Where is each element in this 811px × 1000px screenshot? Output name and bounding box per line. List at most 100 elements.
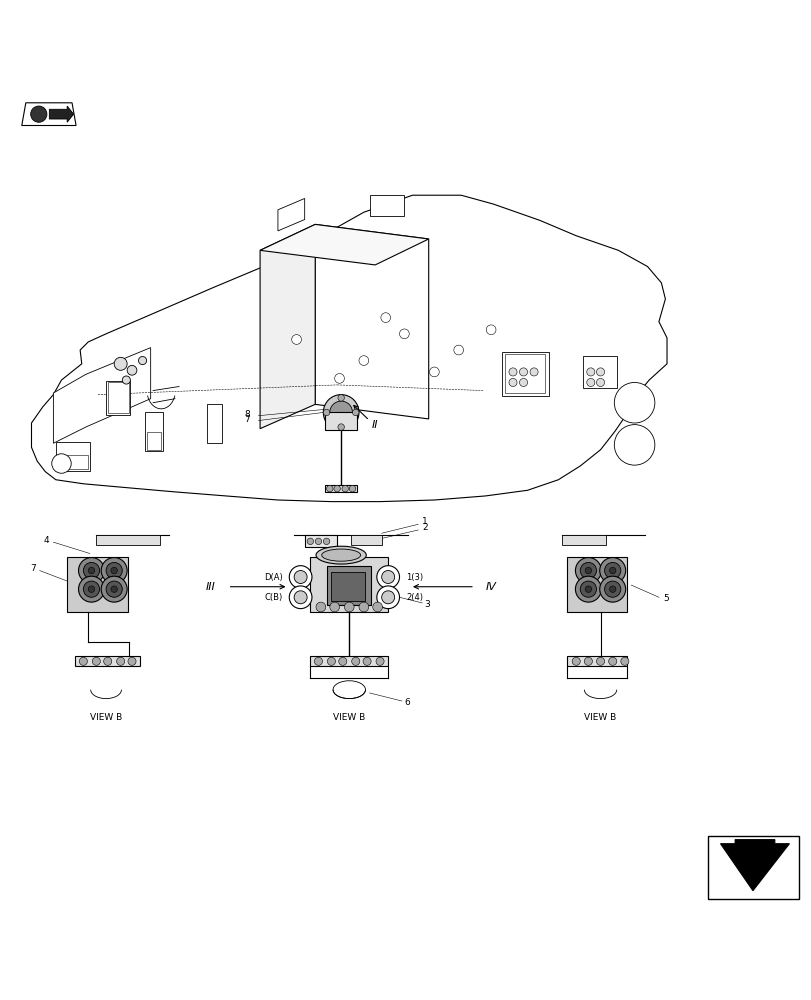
Text: IV: IV: [485, 582, 496, 592]
Circle shape: [294, 591, 307, 604]
Circle shape: [609, 567, 616, 574]
Circle shape: [122, 376, 131, 384]
Circle shape: [351, 657, 359, 665]
Bar: [108, 382, 129, 413]
Circle shape: [381, 571, 394, 583]
Circle shape: [453, 345, 463, 355]
Circle shape: [52, 454, 71, 473]
Circle shape: [519, 378, 527, 387]
Circle shape: [519, 368, 527, 376]
Text: 7: 7: [244, 415, 250, 424]
Circle shape: [117, 657, 125, 665]
Bar: [106, 381, 131, 415]
Circle shape: [608, 657, 616, 665]
Circle shape: [111, 567, 118, 574]
Text: III: III: [205, 582, 215, 592]
Circle shape: [614, 382, 654, 423]
Circle shape: [289, 566, 311, 588]
Circle shape: [575, 576, 601, 602]
Circle shape: [111, 586, 118, 592]
Circle shape: [114, 357, 127, 370]
Circle shape: [585, 567, 591, 574]
Text: 2(4): 2(4): [406, 593, 423, 602]
Bar: [331, 572, 365, 601]
Circle shape: [614, 425, 654, 465]
Circle shape: [344, 602, 354, 612]
Circle shape: [329, 602, 339, 612]
Bar: [97, 535, 160, 545]
Bar: [324, 485, 357, 492]
Circle shape: [599, 576, 625, 602]
Circle shape: [620, 657, 629, 665]
Circle shape: [307, 538, 313, 545]
Circle shape: [586, 368, 594, 376]
Bar: [566, 656, 627, 666]
Circle shape: [323, 395, 358, 430]
Polygon shape: [32, 195, 666, 502]
Circle shape: [338, 657, 346, 665]
Bar: [501, 352, 548, 396]
Circle shape: [375, 657, 384, 665]
Circle shape: [530, 368, 538, 376]
Circle shape: [580, 581, 596, 597]
Circle shape: [584, 657, 592, 665]
Circle shape: [604, 581, 620, 597]
Circle shape: [586, 378, 594, 387]
Circle shape: [84, 562, 100, 579]
Bar: [561, 535, 606, 545]
Circle shape: [294, 571, 307, 583]
Circle shape: [596, 368, 604, 376]
Circle shape: [104, 657, 112, 665]
Circle shape: [341, 485, 348, 492]
Ellipse shape: [321, 549, 360, 561]
Circle shape: [508, 368, 517, 376]
Circle shape: [337, 395, 344, 401]
Circle shape: [486, 325, 496, 335]
Bar: [56, 442, 90, 471]
Polygon shape: [54, 348, 151, 443]
Circle shape: [585, 586, 591, 592]
Circle shape: [399, 329, 409, 339]
Bar: [310, 557, 388, 612]
Circle shape: [315, 538, 321, 545]
Text: VIEW B: VIEW B: [584, 713, 616, 722]
Circle shape: [128, 657, 136, 665]
Text: 5: 5: [663, 594, 669, 603]
Text: 8: 8: [244, 410, 250, 419]
Text: D(A): D(A): [264, 573, 282, 582]
Circle shape: [92, 657, 101, 665]
Circle shape: [106, 581, 122, 597]
Text: C(B): C(B): [264, 593, 282, 602]
Circle shape: [88, 586, 95, 592]
Circle shape: [84, 581, 100, 597]
Bar: [207, 404, 221, 443]
Bar: [324, 412, 357, 430]
Circle shape: [358, 356, 368, 365]
Bar: [504, 354, 545, 393]
Circle shape: [139, 357, 147, 365]
Polygon shape: [22, 103, 76, 125]
Text: VIEW B: VIEW B: [90, 713, 122, 722]
Circle shape: [329, 401, 352, 424]
Circle shape: [376, 566, 399, 588]
Text: 6: 6: [404, 698, 410, 707]
Circle shape: [327, 657, 335, 665]
Circle shape: [106, 562, 122, 579]
Text: 1(3): 1(3): [406, 573, 423, 582]
Circle shape: [349, 485, 355, 492]
Bar: [75, 656, 140, 666]
Circle shape: [596, 378, 604, 387]
Circle shape: [599, 558, 625, 583]
Bar: [58, 455, 88, 469]
Circle shape: [429, 367, 439, 377]
Circle shape: [314, 657, 322, 665]
Circle shape: [31, 106, 47, 122]
Circle shape: [334, 374, 344, 383]
Bar: [326, 566, 371, 605]
Circle shape: [337, 424, 344, 430]
Polygon shape: [49, 106, 74, 122]
Bar: [304, 535, 337, 547]
Circle shape: [376, 586, 399, 609]
Circle shape: [289, 586, 311, 609]
Circle shape: [101, 576, 127, 602]
